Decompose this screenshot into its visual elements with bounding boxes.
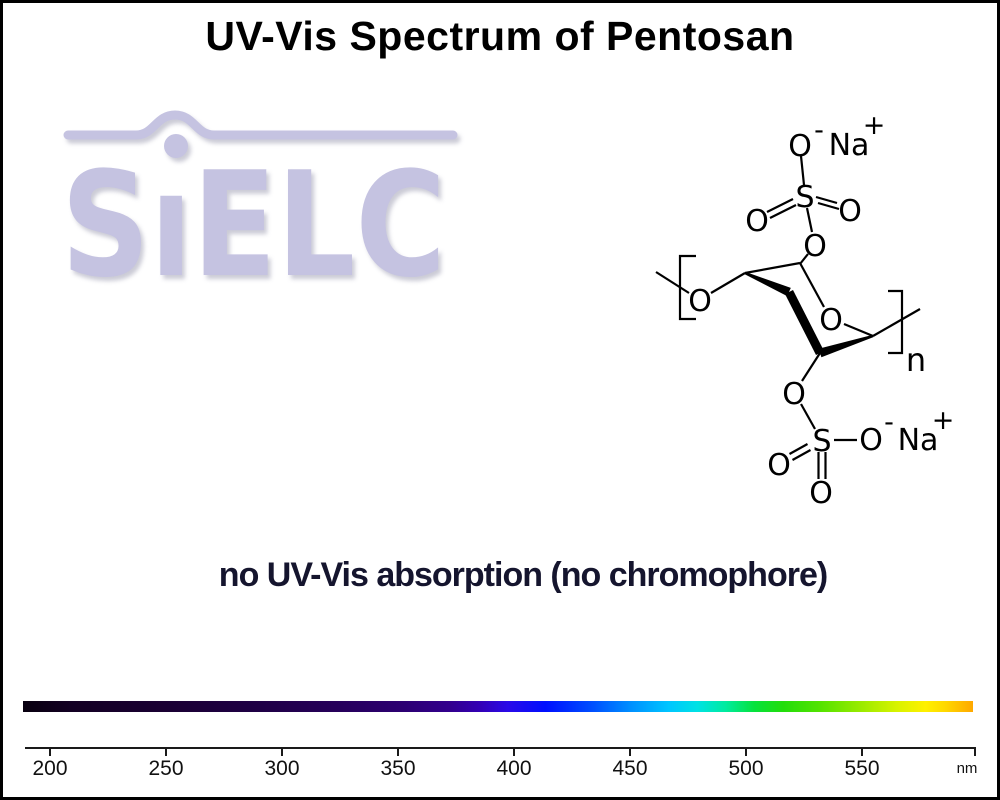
axis-tick-end [974, 748, 976, 756]
axis-tick-350 [397, 748, 399, 756]
repeat-bracket-left [678, 254, 696, 321]
bond [769, 204, 797, 219]
atom-o-glycosidic: O [688, 284, 712, 319]
atom-s-bottom: S [812, 424, 831, 459]
molecule-atoms: O - Na + S O O O O O n O S O O O - Na + [688, 110, 954, 511]
atom-o-double-bottom-down: O [809, 476, 833, 511]
bond-wedge [785, 290, 824, 355]
bond [815, 195, 838, 205]
axis-tick-450 [629, 748, 631, 756]
bond [817, 201, 840, 211]
bond [800, 403, 816, 430]
charge-plus-bottom: + [932, 405, 955, 436]
atom-o-double-bottom-left: O [767, 448, 791, 483]
logo-chromatogram-peak-icon [63, 110, 458, 140]
atom-o-ester-top: O [803, 229, 827, 264]
no-absorption-annotation: no UV-Vis absorption (no chromophore) [218, 556, 828, 594]
charge-minus-top: - [814, 115, 824, 146]
tick-label-550: 550 [844, 757, 880, 780]
figure-title: UV-Vis Spectrum of Pentosan [205, 13, 795, 59]
atom-na-top: Na [829, 128, 870, 163]
bond [843, 322, 874, 338]
tick-label-450: 450 [612, 757, 648, 780]
bond [655, 271, 690, 294]
bond [799, 253, 809, 265]
bond [766, 198, 794, 213]
atom-s-top: S [795, 180, 814, 215]
atom-o-ring: O [819, 303, 843, 338]
logo-wordmark: SıELC [61, 141, 446, 293]
axis-tick-500 [745, 748, 747, 756]
bond [799, 155, 806, 186]
tick-label-300: 300 [264, 757, 300, 780]
charge-plus-top: + [863, 110, 886, 141]
axis-tick-250 [165, 748, 167, 756]
atom-o-sulfate-bottom: O [859, 423, 883, 458]
atom-o-sulfate-top: O [788, 129, 812, 164]
repeat-subscript-n: n [906, 341, 926, 379]
molecule-structure: O - Na + S O O O O O n O S O O O - Na + [655, 110, 954, 511]
tick-label-500: 500 [728, 757, 764, 780]
tick-label-250: 250 [148, 757, 184, 780]
bond [801, 352, 821, 382]
bond [710, 272, 746, 294]
axis-tick-400 [513, 748, 515, 756]
bond-wedge [744, 271, 791, 297]
atom-o-double-top-left: O [745, 204, 769, 239]
tick-label-400: 400 [496, 757, 532, 780]
bond [872, 308, 921, 337]
tick-label-350: 350 [380, 757, 416, 780]
axis-tick-200 [49, 748, 51, 756]
axis-line [25, 747, 976, 749]
repeat-bracket-right [888, 289, 904, 355]
bond [788, 443, 809, 455]
atom-na-bottom: Na [898, 423, 939, 458]
axis-tick-550 [861, 748, 863, 756]
bond [805, 207, 814, 233]
atom-o-double-top-right: O [838, 194, 862, 229]
wavelength-colorbar [23, 701, 973, 712]
molecule-bonds [655, 155, 921, 479]
bond [791, 449, 812, 461]
axis-tick-300 [281, 748, 283, 756]
logo-peak-dot-icon [164, 134, 188, 158]
charge-minus-bottom: - [884, 407, 894, 438]
bond [799, 262, 825, 308]
bond-wedge [818, 334, 874, 358]
bond [744, 261, 801, 275]
tick-label-200: 200 [32, 757, 68, 780]
sielc-logo: SıELC [61, 110, 458, 293]
atom-o-ester-bottom: O [782, 377, 806, 412]
axis-unit-label: nm [956, 760, 978, 777]
